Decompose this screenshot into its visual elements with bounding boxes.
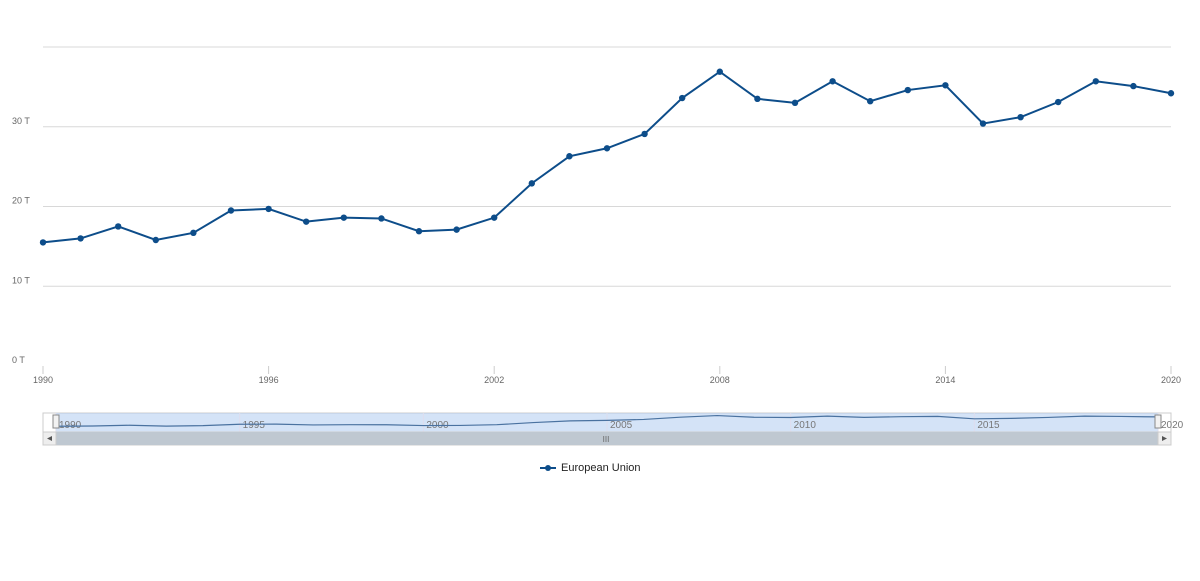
navigator-tick-label: 2005: [610, 420, 633, 431]
data-point[interactable]: [491, 214, 498, 221]
navigator-handle-left[interactable]: [52, 414, 60, 429]
series-line: [42, 70, 1172, 244]
data-point[interactable]: [791, 99, 799, 107]
x-tick-label: 1996: [259, 375, 279, 385]
x-tick-label: 2008: [710, 375, 730, 385]
legend[interactable]: European Union: [540, 462, 641, 474]
data-point[interactable]: [1167, 90, 1175, 97]
data-point[interactable]: [265, 205, 272, 213]
navigator-handle-right[interactable]: [1154, 414, 1162, 429]
y-tick-label: 30 T: [12, 116, 30, 126]
data-point[interactable]: [1055, 98, 1062, 106]
legend-label[interactable]: European Union: [561, 462, 641, 474]
legend-marker-icon: [545, 465, 551, 471]
navigator-tick-label: 1990: [59, 420, 82, 431]
data-point[interactable]: [190, 229, 197, 237]
data-point[interactable]: [754, 95, 761, 103]
data-point[interactable]: [378, 215, 385, 222]
series-european-union[interactable]: [39, 68, 1175, 246]
data-point[interactable]: [1017, 113, 1024, 121]
data-point[interactable]: [303, 218, 310, 225]
x-axis: 1990 1996 2002 2008 2014 2020: [33, 366, 1181, 385]
x-tick-label: 2014: [935, 375, 955, 385]
arrow-left-icon: [47, 436, 52, 441]
navigator-series-line: [55, 414, 1159, 427]
navigator-tick-label: 2015: [977, 420, 1000, 431]
data-point[interactable]: [453, 226, 460, 233]
data-point[interactable]: [1130, 82, 1137, 90]
data-point[interactable]: [641, 130, 648, 138]
data-point[interactable]: [415, 228, 423, 235]
data-point[interactable]: [829, 78, 836, 85]
data-point[interactable]: [115, 223, 122, 230]
data-point[interactable]: [77, 235, 84, 242]
y-tick-label: 20 T: [12, 196, 30, 206]
data-point[interactable]: [679, 94, 686, 102]
y-tick-label: 10 T: [12, 275, 30, 285]
data-point[interactable]: [528, 180, 535, 187]
data-point[interactable]: [942, 82, 949, 89]
navigator-tick-label: 1995: [243, 420, 266, 431]
data-point[interactable]: [152, 236, 159, 244]
data-point[interactable]: [566, 153, 573, 160]
data-point[interactable]: [603, 145, 611, 152]
grid-lines: [43, 46, 1171, 287]
x-tick-label: 2002: [484, 375, 504, 385]
data-point[interactable]: [1092, 78, 1100, 85]
navigator-tick-label: 2020: [1161, 420, 1184, 431]
data-point[interactable]: [904, 86, 911, 94]
x-tick-label: 2020: [1161, 375, 1181, 385]
arrow-right-icon: [1162, 436, 1167, 441]
data-point[interactable]: [340, 214, 347, 221]
data-point[interactable]: [979, 120, 987, 127]
y-tick-label: 0 T: [12, 355, 25, 365]
y-axis-labels: 0 T 10 T 20 T 30 T: [12, 116, 30, 365]
data-point[interactable]: [867, 98, 874, 105]
data-point[interactable]: [716, 68, 723, 75]
data-point[interactable]: [39, 239, 47, 246]
scrollbar-thumb[interactable]: [56, 432, 1158, 445]
navigator-tick-label: 2010: [794, 420, 817, 431]
scrollbar-grip: III: [603, 435, 610, 444]
data-point[interactable]: [227, 207, 235, 214]
x-tick-label: 1990: [33, 375, 53, 385]
